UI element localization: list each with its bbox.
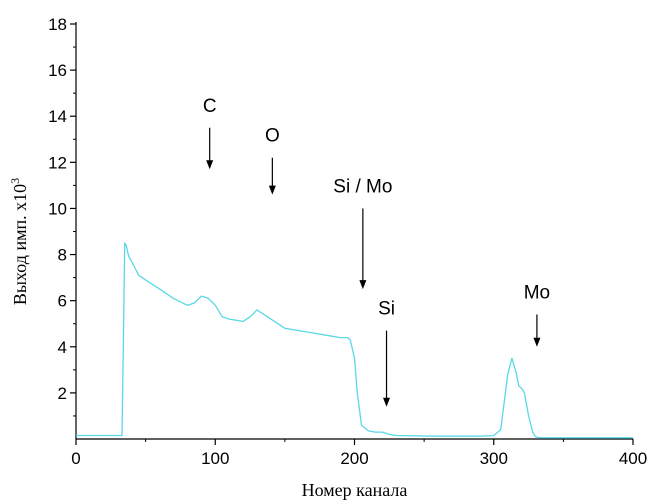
annotations: C O Si / Mo Si Mo [203,96,550,407]
annotation-arrow-head [383,397,391,407]
axes [75,22,633,440]
y-tick-label: 10 [48,199,67,218]
y-tick-label: 12 [48,153,67,172]
x-tick-label: 100 [201,449,229,468]
x-tick-label: 200 [340,449,368,468]
y-tick-label: 6 [58,292,67,311]
series [76,242,633,439]
y-tick-label: 18 [48,15,67,34]
annotation-label: Si / Mo [333,176,392,197]
y-tick-label: 8 [58,246,67,265]
y-axis-title-exponent: 3 [8,178,22,184]
annotation-label: C [203,96,217,117]
y-tick-label: 16 [48,61,67,80]
y-axis-title-text: Выход имп. х10 [10,184,30,305]
x-axis-title: Номер канала [302,480,408,500]
annotation-arrow-head [206,160,214,170]
annotation-label: O [265,126,280,147]
annotation-arrow-head [268,185,276,195]
y-axis-title: Выход имп. х103 [8,178,30,305]
y-tick-label: 4 [58,338,67,357]
annotation-label: Si [378,299,395,320]
ticks: 0 100 200 300 400 2 4 6 8 10 12 14 16 18 [48,15,647,468]
x-tick-label: 400 [619,449,647,468]
spectrum-line [76,242,633,439]
y-tick-label: 2 [58,384,67,403]
x-tick-label: 0 [71,449,80,468]
y-tick-label: 14 [48,107,67,126]
x-tick-label: 300 [480,449,508,468]
annotation-arrow-head [533,337,541,347]
annotation-arrow-head [359,280,367,290]
annotation-label: Mo [524,283,550,304]
